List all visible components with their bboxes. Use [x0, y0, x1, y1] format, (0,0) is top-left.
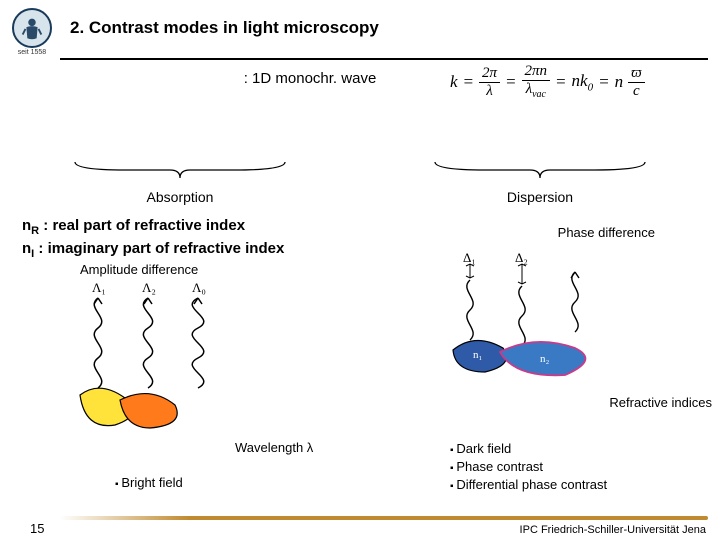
- absorption-label: Absorption: [0, 189, 360, 205]
- brace-row: Absorption Dispersion: [0, 160, 720, 205]
- wave2: [143, 298, 152, 388]
- list-item: Differential phase contrast: [450, 476, 607, 494]
- eq-n: n: [615, 72, 624, 92]
- header-divider: [60, 58, 708, 60]
- absorber-blob-2: [120, 394, 177, 428]
- eq-nk0: nk0: [572, 71, 594, 93]
- eq-frac1: 2π λ: [479, 66, 500, 99]
- delta2-label: Δ₂: [515, 250, 528, 265]
- logo-figure-icon: [18, 14, 46, 42]
- eq-eq4: =: [598, 72, 609, 92]
- list-item: Phase contrast: [450, 458, 607, 476]
- pwave1: [467, 280, 473, 340]
- eq-eq2: =: [505, 72, 516, 92]
- header: seit 1558 2. Contrast modes in light mic…: [0, 0, 720, 52]
- pwave2: [519, 286, 525, 346]
- phase-diagram: Δ₁ Δ₂ n₁ n₂: [445, 250, 635, 390]
- eq-frac3: ϖ c: [628, 66, 645, 99]
- lambda1-label: Λ₁: [92, 280, 106, 295]
- brace-absorption: Absorption: [0, 160, 360, 205]
- pwave3: [571, 272, 579, 332]
- wave-equation: k = 2π λ = 2πn λvac = nk0 = n ϖ c: [450, 64, 690, 100]
- brace-left-icon: [70, 160, 290, 182]
- brace-dispersion: Dispersion: [360, 160, 720, 205]
- page-number: 15: [30, 521, 44, 536]
- footer-divider: [60, 516, 708, 520]
- amplitude-difference-label: Amplitude difference: [80, 262, 198, 277]
- def-real: nR : real part of refractive index: [22, 216, 284, 239]
- contrast-modes-list: Dark field Phase contrast Differential p…: [450, 440, 607, 495]
- lambda2-label: Λ₂: [142, 280, 156, 295]
- dispersion-label: Dispersion: [360, 189, 720, 205]
- def-imag: nI : imaginary part of refractive index: [22, 239, 284, 262]
- list-item: Dark field: [450, 440, 607, 458]
- logo-caption: seit 1558: [18, 49, 46, 56]
- amplitude-diagram: Λ₁ Λ₂ Λ₀: [70, 280, 240, 440]
- university-logo: seit 1558: [12, 8, 52, 48]
- brightfield-bullet: Bright field: [115, 475, 183, 490]
- lambda0-label: Λ₀: [192, 280, 206, 295]
- delta1-label: Δ₁: [463, 250, 476, 265]
- n1-label: n₁: [473, 349, 483, 361]
- eq-frac2: 2πn λvac: [522, 64, 551, 100]
- eq-eq3: =: [555, 72, 566, 92]
- wave1: [94, 298, 102, 388]
- wave3: [192, 298, 204, 388]
- brace-right-icon: [430, 160, 650, 182]
- footer-affiliation: IPC Friedrich-Schiller-Universität Jena: [520, 524, 706, 536]
- refractive-indices-label: Refractive indices: [609, 395, 712, 410]
- index-definitions: nR : real part of refractive index nI : …: [22, 216, 284, 262]
- n2-label: n₂: [540, 353, 550, 365]
- phase-difference-label: Phase difference: [558, 225, 655, 240]
- page-title: 2. Contrast modes in light microscopy: [70, 18, 379, 38]
- wavelength-label: Wavelength λ: [235, 440, 313, 455]
- eq-k: k: [450, 72, 458, 92]
- eq-eq1: =: [463, 72, 474, 92]
